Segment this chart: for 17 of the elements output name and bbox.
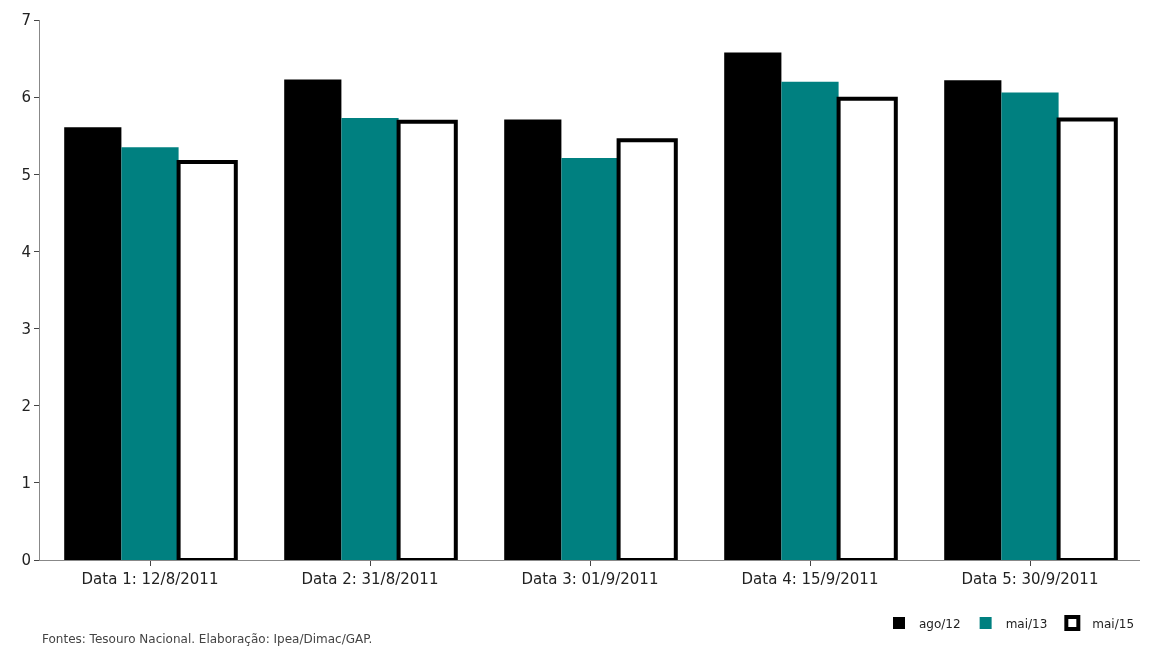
x-tick-label: Data 1: 12/8/2011 xyxy=(81,570,219,588)
legend-label: ago/12 xyxy=(919,616,961,631)
legend-label: mai/13 xyxy=(1005,616,1048,631)
y-tick-label: 7 xyxy=(21,11,31,30)
y-tick-label: 4 xyxy=(21,242,31,261)
y-tick-label: 3 xyxy=(21,319,31,338)
x-tick-label: Data 4: 15/9/2011 xyxy=(741,570,879,588)
y-tick-label: 5 xyxy=(21,165,31,184)
text: Fontes: Tesouro Nacional. Elaboração: Ipea/Dimac/GAP. xyxy=(42,632,373,646)
y-tick-label: 0 xyxy=(21,551,31,570)
x-tick-label: Data 3: 01/9/2011 xyxy=(521,570,659,588)
y-tick-label: 6 xyxy=(21,88,31,107)
x-tick-label: Data 2: 31/8/2011 xyxy=(301,570,439,588)
legend-label: mai/15 xyxy=(1092,616,1135,631)
x-tick-label: Data 5: 30/9/2011 xyxy=(961,570,1099,588)
y-tick-label: 2 xyxy=(21,396,31,415)
y-tick-label: 1 xyxy=(21,474,31,493)
